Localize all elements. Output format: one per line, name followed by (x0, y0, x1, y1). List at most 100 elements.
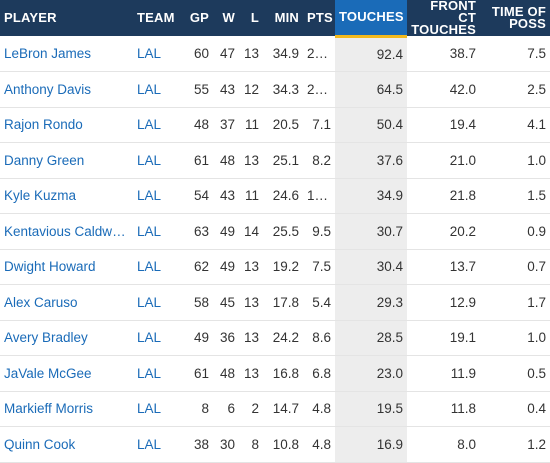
header-time-of-poss[interactable]: TIME OF POSS (480, 0, 550, 36)
cell-time-of-poss: 1.7 (480, 284, 550, 321)
player-name-link[interactable]: Kyle Kuzma (0, 178, 133, 214)
table-row: Quinn Cook LAL 38 30 8 10.8 4.8 16.9 8.0 1.2 (0, 426, 550, 463)
team-link[interactable]: LAL (133, 426, 181, 463)
cell-w: 37 (213, 107, 239, 143)
cell-pts: 26.7 (303, 71, 335, 108)
cell-gp: 49 (181, 320, 213, 356)
cell-min: 25.5 (263, 213, 303, 250)
table-row: Kyle Kuzma LAL 54 43 11 24.6 12.5 34.9 21.8 1.5 (0, 178, 550, 214)
cell-l: 13 (239, 36, 263, 72)
header-l[interactable]: L (239, 0, 263, 36)
cell-w: 30 (213, 426, 239, 463)
cell-gp: 60 (181, 36, 213, 72)
cell-pts: 7.1 (303, 107, 335, 143)
header-team[interactable]: TEAM (133, 0, 181, 36)
cell-l: 8 (239, 426, 263, 463)
header-row: PLAYER TEAM GP W L MIN PTS TOUCHES FRONT… (0, 0, 550, 38)
cell-l: 2 (239, 391, 263, 427)
cell-min: 24.6 (263, 178, 303, 214)
cell-w: 47 (213, 36, 239, 72)
cell-touches: 19.5 (335, 391, 407, 427)
table-row: Rajon Rondo LAL 48 37 11 20.5 7.1 50.4 19.4 4.1 (0, 107, 550, 143)
cell-gp: 8 (181, 391, 213, 427)
cell-w: 49 (213, 213, 239, 250)
team-link[interactable]: LAL (133, 213, 181, 250)
cell-l: 12 (239, 71, 263, 108)
cell-min: 25.1 (263, 142, 303, 179)
table-row: Anthony Davis LAL 55 43 12 34.3 26.7 64.5 42.0 2.… (0, 71, 550, 108)
cell-l: 14 (239, 213, 263, 250)
cell-touches: 30.7 (335, 213, 407, 250)
cell-front-ct-touches: 21.0 (407, 142, 480, 179)
cell-pts: 25.7 (303, 36, 335, 72)
table-row: Avery Bradley LAL 49 36 13 24.2 8.6 28.5 19.1 1.0 (0, 320, 550, 356)
cell-w: 48 (213, 142, 239, 179)
player-name-link[interactable]: Dwight Howard (0, 249, 133, 285)
player-name-link[interactable]: Alex Caruso (0, 284, 133, 321)
header-gp[interactable]: GP (181, 0, 213, 36)
cell-l: 13 (239, 284, 263, 321)
cell-gp: 38 (181, 426, 213, 463)
team-link[interactable]: LAL (133, 107, 181, 143)
cell-front-ct-touches: 19.1 (407, 320, 480, 356)
cell-time-of-poss: 2.5 (480, 71, 550, 108)
cell-gp: 54 (181, 178, 213, 214)
cell-time-of-poss: 0.5 (480, 355, 550, 392)
cell-w: 6 (213, 391, 239, 427)
cell-pts: 9.5 (303, 213, 335, 250)
player-name-link[interactable]: Anthony Davis (0, 71, 133, 108)
player-name-link[interactable]: Danny Green (0, 142, 133, 179)
team-link[interactable]: LAL (133, 355, 181, 392)
team-link[interactable]: LAL (133, 284, 181, 321)
cell-gp: 48 (181, 107, 213, 143)
cell-pts: 4.8 (303, 391, 335, 427)
cell-touches: 64.5 (335, 71, 407, 108)
cell-touches: 50.4 (335, 107, 407, 143)
cell-pts: 6.8 (303, 355, 335, 392)
cell-front-ct-touches: 8.0 (407, 426, 480, 463)
player-name-link[interactable]: Avery Bradley (0, 320, 133, 356)
cell-pts: 12.5 (303, 178, 335, 214)
cell-front-ct-touches: 21.8 (407, 178, 480, 214)
table-row: Kentavious Caldwell… LAL 63 49 14 25.5 9.5 30.7… (0, 213, 550, 250)
header-w[interactable]: W (213, 0, 239, 36)
cell-l: 13 (239, 320, 263, 356)
header-front-ct-touches[interactable]: FRONT CT TOUCHES (407, 0, 480, 36)
cell-time-of-poss: 1.0 (480, 320, 550, 356)
team-link[interactable]: LAL (133, 320, 181, 356)
cell-min: 24.2 (263, 320, 303, 356)
cell-time-of-poss: 0.4 (480, 391, 550, 427)
player-name-link[interactable]: LeBron James (0, 36, 133, 72)
header-pts[interactable]: PTS (303, 0, 335, 36)
team-link[interactable]: LAL (133, 391, 181, 427)
cell-time-of-poss: 0.9 (480, 213, 550, 250)
player-name-link[interactable]: JaVale McGee (0, 355, 133, 392)
table-row: Alex Caruso LAL 58 45 13 17.8 5.4 29.3 12.9 1.7 (0, 284, 550, 321)
cell-front-ct-touches: 42.0 (407, 71, 480, 108)
cell-touches: 23.0 (335, 355, 407, 392)
header-min[interactable]: MIN (263, 0, 303, 36)
player-name-link[interactable]: Kentavious Caldwell… (0, 213, 133, 250)
team-link[interactable]: LAL (133, 249, 181, 285)
cell-pts: 7.5 (303, 249, 335, 285)
cell-gp: 62 (181, 249, 213, 285)
cell-w: 48 (213, 355, 239, 392)
cell-time-of-poss: 1.5 (480, 178, 550, 214)
header-player[interactable]: PLAYER (0, 0, 133, 36)
cell-w: 49 (213, 249, 239, 285)
team-link[interactable]: LAL (133, 178, 181, 214)
player-name-link[interactable]: Rajon Rondo (0, 107, 133, 143)
player-name-link[interactable]: Quinn Cook (0, 426, 133, 463)
team-link[interactable]: LAL (133, 71, 181, 108)
cell-w: 45 (213, 284, 239, 321)
cell-front-ct-touches: 11.8 (407, 391, 480, 427)
cell-time-of-poss: 1.2 (480, 426, 550, 463)
header-touches-sorted[interactable]: TOUCHES (335, 0, 407, 38)
table-row: Danny Green LAL 61 48 13 25.1 8.2 37.6 21.0 1.0 (0, 142, 550, 179)
team-link[interactable]: LAL (133, 142, 181, 179)
player-name-link[interactable]: Markieff Morris (0, 391, 133, 427)
table-row: LeBron James LAL 60 47 13 34.9 25.7 92.4 38.7 7.5 (0, 36, 550, 72)
table-row: Markieff Morris LAL 8 6 2 14.7 4.8 19.5 11.8 0.4 (0, 391, 550, 427)
team-link[interactable]: LAL (133, 36, 181, 72)
